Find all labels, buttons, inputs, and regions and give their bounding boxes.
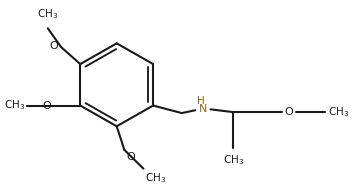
Text: CH$_3$: CH$_3$ bbox=[145, 171, 166, 185]
Text: O: O bbox=[284, 107, 293, 117]
Text: N: N bbox=[199, 104, 207, 114]
Text: O: O bbox=[50, 41, 58, 51]
Text: H: H bbox=[197, 96, 205, 106]
Text: O: O bbox=[42, 101, 51, 110]
Text: CH$_3$: CH$_3$ bbox=[328, 105, 349, 119]
Text: CH$_3$: CH$_3$ bbox=[223, 154, 244, 167]
Text: CH$_3$: CH$_3$ bbox=[4, 99, 25, 113]
Text: O: O bbox=[126, 152, 135, 162]
Text: CH$_3$: CH$_3$ bbox=[37, 7, 58, 21]
